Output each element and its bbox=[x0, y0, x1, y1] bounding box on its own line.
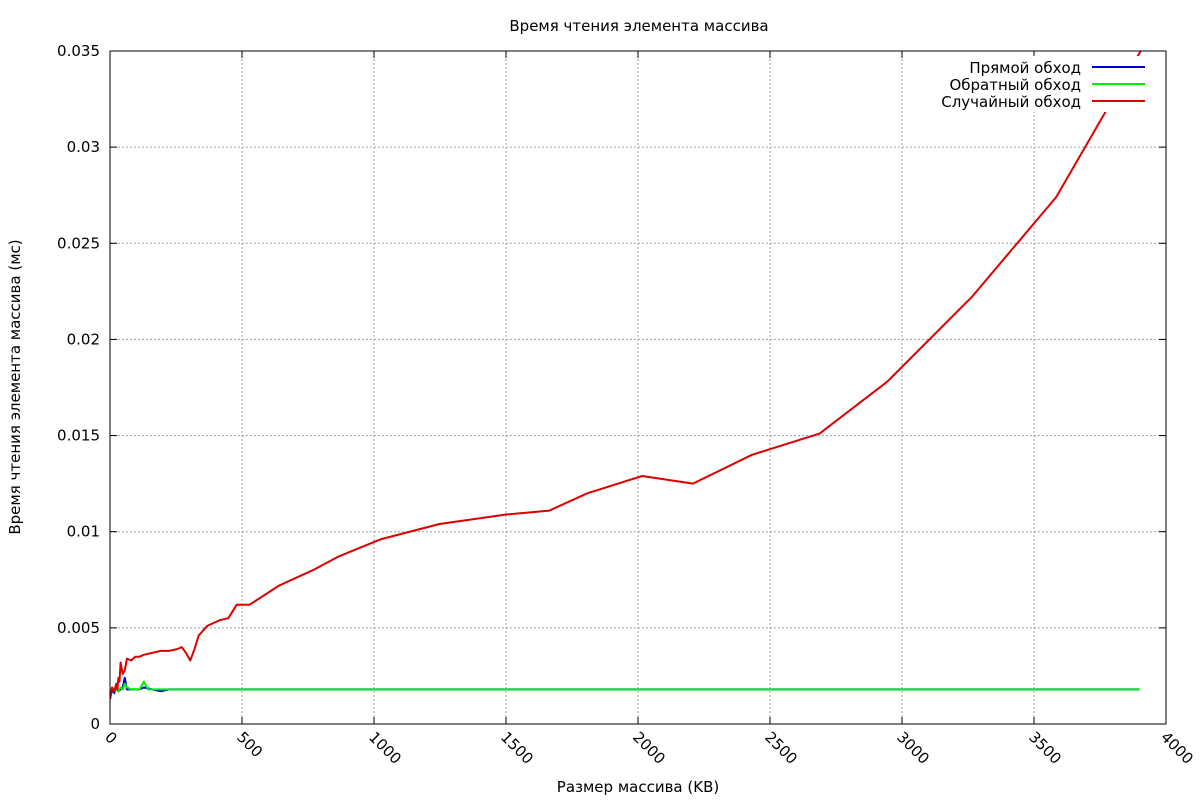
grid-lines bbox=[110, 51, 1166, 724]
legend: Прямой обход Обратный обход Случайный об… bbox=[928, 56, 1150, 112]
plot-border bbox=[109, 50, 1167, 725]
series-line-random bbox=[110, 51, 1142, 700]
chart-title: Время чтения элемента массива bbox=[509, 17, 768, 35]
y-axis-label: Время чтения элемента массива (мс) bbox=[6, 239, 24, 534]
legend-label-random: Случайный обход bbox=[941, 93, 1081, 111]
series-lines bbox=[110, 51, 1142, 700]
legend-label-reverse: Обратный обход bbox=[949, 76, 1081, 94]
legend-label-direct: Прямой обход bbox=[969, 59, 1081, 77]
y-tick-label: 0.015 bbox=[57, 427, 100, 445]
y-tick-label: 0 bbox=[90, 715, 100, 733]
plot-frame bbox=[109, 50, 1167, 725]
y-tick-label: 0.01 bbox=[67, 523, 100, 541]
y-tick-label: 0.025 bbox=[57, 234, 100, 252]
y-tick-label: 0.03 bbox=[67, 138, 100, 156]
y-tick-label: 0.02 bbox=[67, 330, 100, 348]
y-tick-label: 0.035 bbox=[57, 42, 100, 60]
y-tick-label: 0.005 bbox=[57, 619, 100, 637]
x-axis-label: Размер массива (KB) bbox=[557, 778, 719, 796]
series-line-reverse bbox=[110, 680, 1140, 700]
